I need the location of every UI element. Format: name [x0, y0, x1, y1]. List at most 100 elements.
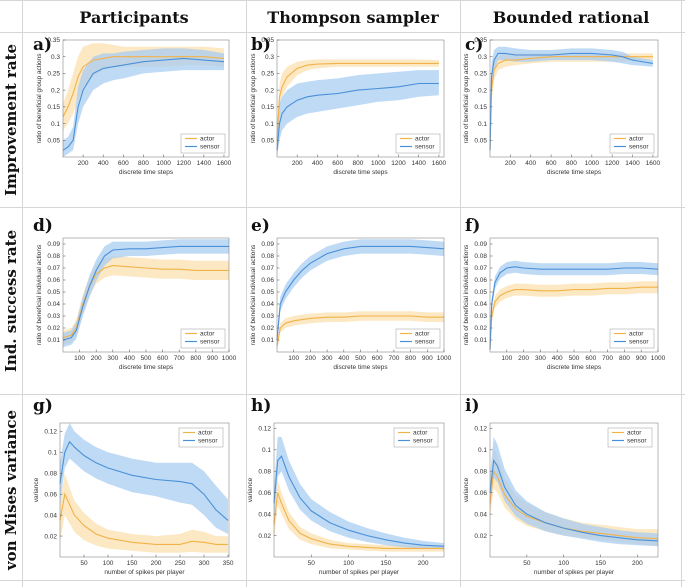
- actor-legend-label: actor: [629, 331, 644, 338]
- x-tick-label: 1600: [646, 160, 661, 167]
- y-axis-label: ratio of beneficial group actions: [250, 53, 257, 144]
- y-tick-label: 0.1: [48, 450, 57, 457]
- y-tick-label: 0.09: [261, 241, 274, 248]
- axes-frame: [62, 39, 230, 158]
- x-axis-label: number of spikes per player: [319, 569, 400, 576]
- y-tick-label: 0.12: [258, 426, 271, 433]
- actor-series-line: [276, 62, 439, 141]
- y-tick-label: 0.35: [474, 37, 487, 44]
- x-tick-label: 400: [98, 160, 109, 167]
- x-axis-label: discrete time steps: [119, 169, 174, 176]
- y-tick-label: 0.06: [261, 277, 274, 284]
- actor-legend-label: actor: [200, 331, 215, 338]
- x-tick-label: 250: [175, 560, 186, 567]
- y-tick-label: 0.25: [47, 71, 60, 78]
- y-tick-label: 0.35: [261, 37, 274, 44]
- sensor-legend-label: sensor: [629, 144, 649, 151]
- actor-legend-label: actor: [415, 331, 430, 338]
- column-header-thompson: Thompson sampler: [267, 8, 439, 27]
- chart-panel-d: d) 100 200 300 400 500 600 700 800 900 1000 0.01 0.0…: [33, 216, 237, 371]
- y-tick-label: 0.2: [51, 87, 60, 94]
- x-tick-label: 300: [322, 355, 333, 362]
- chart-panel-e: e) 100 200 300 400 500 600 700 800 900 1000 0.01 0.0…: [250, 216, 452, 371]
- y-tick-label: 0.08: [47, 253, 60, 260]
- sensor-legend-label: sensor: [629, 339, 649, 346]
- y-tick-label: 0.25: [474, 71, 487, 78]
- y-tick-label: 0.2: [265, 87, 274, 94]
- actor-confidence-band: [277, 311, 444, 350]
- sensor-confidence-band: [490, 46, 653, 158]
- y-tick-label: 0.15: [261, 104, 274, 111]
- y-tick-label: 0.05: [474, 289, 487, 296]
- chart-panel-i: i) 50 100 150 200 0.02 0.04 0.06 0.08 0.1 0.12 numb…: [463, 396, 659, 576]
- row-header-variance: von Mises variance: [2, 410, 20, 571]
- sensor-series-line: [59, 440, 229, 521]
- chart-panel-f: f) 100 200 300 400 500 600 700 800 900 1000 0.01 0.0…: [463, 216, 666, 371]
- panel-letter: f): [465, 216, 480, 236]
- y-tick-label: 0.02: [44, 533, 57, 540]
- x-tick-label: 600: [118, 160, 129, 167]
- x-axis-label: discrete time steps: [547, 364, 602, 371]
- y-tick-label: 0.06: [258, 490, 271, 497]
- panel-letter: i): [465, 396, 480, 416]
- y-tick-label: 0.07: [474, 265, 487, 272]
- x-tick-label: 100: [501, 355, 512, 362]
- x-tick-label: 300: [535, 355, 546, 362]
- chart-panel-b: b) 200 400 600 800 1000 1200 1400 1600 0.05 0.1 0.1…: [250, 35, 447, 176]
- sensor-legend-label: sensor: [415, 339, 435, 346]
- actor-legend-label: actor: [198, 430, 213, 437]
- x-tick-label: 400: [525, 160, 536, 167]
- panel-letter: e): [251, 216, 270, 236]
- x-tick-label: 800: [619, 355, 630, 362]
- y-tick-label: 0.05: [47, 289, 60, 296]
- actor-series-line: [489, 286, 658, 350]
- x-tick-label: 200: [151, 560, 162, 567]
- y-axis-label: ratio of beneficial group actions: [463, 53, 470, 144]
- x-tick-label: 50: [308, 560, 316, 567]
- y-tick-label: 0.08: [261, 253, 274, 260]
- sensor-confidence-band: [274, 436, 444, 550]
- x-tick-label: 200: [632, 560, 643, 567]
- y-tick-label: 0.08: [258, 468, 271, 475]
- sensor-confidence-band: [60, 423, 228, 534]
- y-tick-label: 0.04: [261, 301, 274, 308]
- sensor-series-line: [489, 458, 659, 542]
- x-tick-label: 900: [422, 355, 433, 362]
- x-tick-label: 100: [74, 355, 85, 362]
- x-tick-label: 1200: [391, 160, 406, 167]
- sensor-confidence-band: [63, 48, 224, 157]
- x-axis-label: discrete time steps: [547, 169, 602, 176]
- x-tick-label: 50: [80, 560, 88, 567]
- row-header-success: Ind. success rate: [2, 230, 20, 372]
- sensor-series-line: [489, 266, 659, 350]
- sensor-series-line: [62, 245, 229, 341]
- sensor-series-line: [489, 52, 653, 151]
- y-tick-label: 0.06: [474, 490, 487, 497]
- x-tick-label: 400: [552, 355, 563, 362]
- y-tick-label: 0.3: [51, 54, 60, 61]
- actor-confidence-band: [277, 59, 439, 151]
- x-tick-label: 200: [518, 355, 529, 362]
- x-tick-label: 1600: [432, 160, 447, 167]
- sensor-confidence-band: [490, 436, 658, 547]
- x-tick-label: 400: [312, 160, 323, 167]
- x-axis-label: discrete time steps: [119, 364, 174, 371]
- panel-letter: g): [33, 396, 53, 416]
- actor-series-line: [273, 492, 444, 549]
- y-tick-label: 0.05: [261, 289, 274, 296]
- x-tick-label: 500: [141, 355, 152, 362]
- y-tick-label: 0.3: [478, 54, 487, 61]
- axes-frame: [489, 39, 659, 158]
- x-tick-label: 350: [223, 560, 234, 567]
- actor-legend-label: actor: [415, 136, 430, 143]
- sensor-confidence-band: [277, 239, 444, 346]
- y-tick-label: 0.15: [47, 104, 60, 111]
- y-tick-label: 0.15: [474, 104, 487, 111]
- y-tick-label: 0.01: [261, 337, 274, 344]
- y-axis-label: ratio of beneficial individual actions: [463, 244, 470, 345]
- y-tick-label: 0.1: [478, 447, 487, 454]
- y-tick-label: 0.1: [262, 447, 271, 454]
- x-tick-label: 500: [569, 355, 580, 362]
- x-tick-label: 600: [157, 355, 168, 362]
